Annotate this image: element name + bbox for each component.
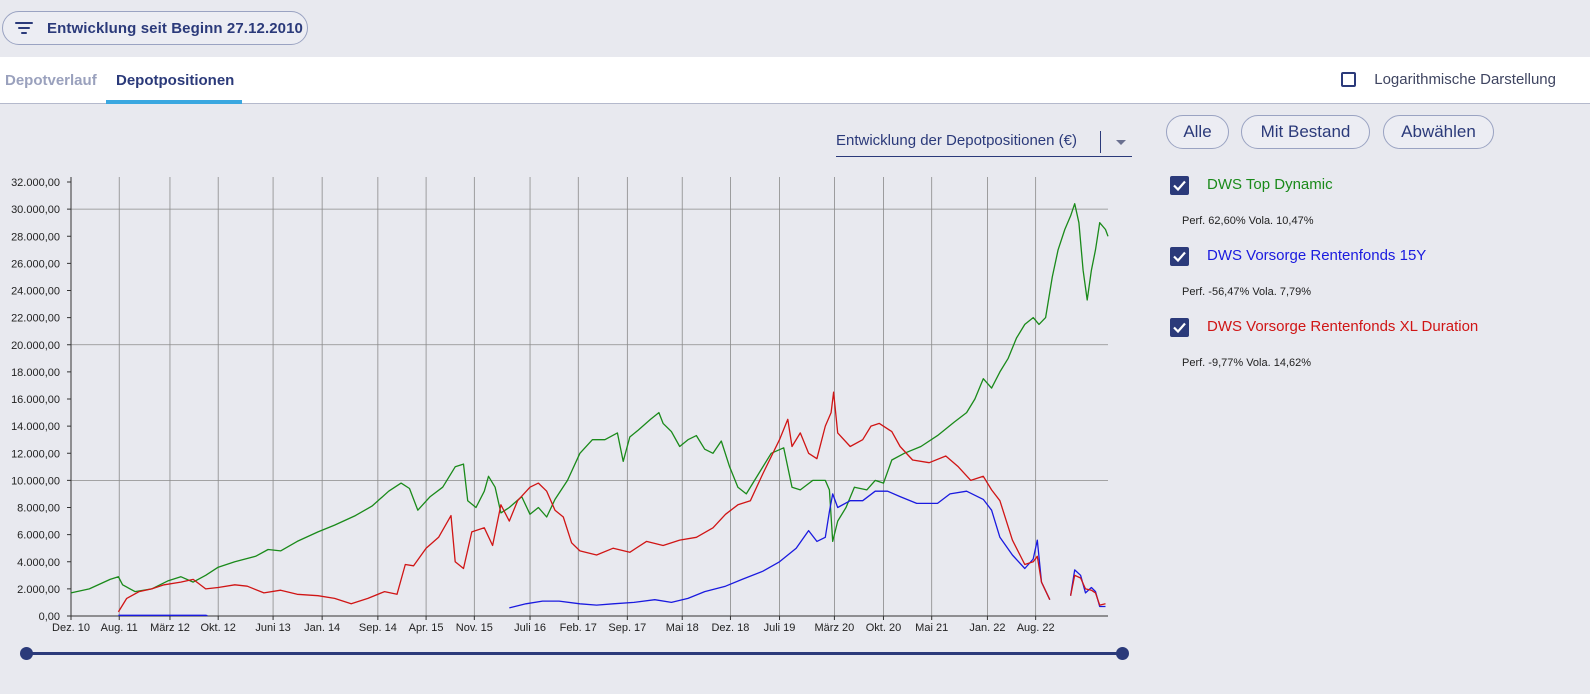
x-tick-label: Sep. 17 — [608, 622, 646, 634]
y-tick-label: 4.000,00 — [17, 557, 60, 569]
depot-positions-chart: 0,00 2.000,00 4.000,00 6.000,00 8.000,00 10.0… — [11, 177, 1109, 634]
y-tick-label: 26.000,00 — [11, 258, 60, 270]
x-tick-label: Mai 21 — [915, 622, 948, 634]
legend-checkbox-rentenfonds-15y[interactable] — [1170, 247, 1189, 266]
x-tick-label: März 20 — [815, 622, 855, 634]
x-tick-label: Sep. 14 — [359, 622, 397, 634]
y-tick-label: 8.000,00 — [17, 503, 60, 515]
x-tick-label: Apr. 15 — [409, 622, 444, 634]
y-tick-label: 12.000,00 — [11, 448, 60, 460]
y-tick-label: 2.000,00 — [17, 584, 60, 596]
legend-checkbox-rentenfonds-xl[interactable] — [1170, 318, 1189, 337]
top-bar: Entwicklung seit Beginn 27.12.2010 — [0, 0, 1590, 57]
series-line-2 — [117, 391, 1106, 613]
time-range-slider[interactable] — [20, 646, 1130, 662]
y-tick-label: 18.000,00 — [11, 367, 60, 379]
check-icon — [1173, 322, 1186, 334]
x-tick-label: Dez. 18 — [711, 622, 749, 634]
x-tick-label: Okt. 20 — [866, 622, 901, 634]
y-tick-label: 6.000,00 — [17, 530, 60, 542]
legend-stats-rentenfonds-15y: Perf. -56,47% Vola. 7,79% — [1182, 286, 1312, 298]
with-holdings-button[interactable]: Mit Bestand — [1241, 115, 1370, 149]
x-tick-label: Dez. 10 — [52, 622, 90, 634]
tab-depotverlauf[interactable]: Depotverlauf — [5, 71, 97, 89]
x-tick-label: Mai 18 — [666, 622, 699, 634]
check-icon — [1173, 180, 1186, 192]
chart-view-select-value: Entwicklung der Depotpositionen (€) — [836, 132, 1077, 149]
select-all-button[interactable]: Alle — [1166, 115, 1229, 149]
legend-checkbox-top-dynamic[interactable] — [1170, 176, 1189, 195]
chevron-down-icon — [1116, 140, 1126, 145]
active-tab-indicator — [106, 100, 242, 104]
deselect-all-button[interactable]: Abwählen — [1383, 115, 1494, 149]
legend-stats-top-dynamic: Perf. 62,60% Vola. 10,47% — [1182, 215, 1314, 227]
log-scale-label: Logarithmische Darstellung — [1374, 71, 1556, 88]
chart-view-select[interactable]: Entwicklung der Depotpositionen (€) — [836, 128, 1132, 157]
y-tick-label: 24.000,00 — [11, 286, 60, 298]
y-tick-label: 32.000,00 — [11, 177, 60, 189]
series-line-0 — [70, 203, 1109, 594]
x-tick-label: Juni 13 — [255, 622, 290, 634]
x-tick-label: Juli 16 — [514, 622, 546, 634]
y-tick-label: 30.000,00 — [11, 204, 60, 216]
y-tick-label: 14.000,00 — [11, 421, 60, 433]
period-filter-chip[interactable]: Entwicklung seit Beginn 27.12.2010 — [2, 11, 308, 45]
x-tick-label: Feb. 17 — [560, 622, 597, 634]
x-tick-label: Jan. 14 — [304, 622, 340, 634]
log-scale-toggle[interactable]: Logarithmische Darstellung — [1341, 71, 1556, 88]
x-tick-label: Okt. 12 — [200, 622, 235, 634]
legend-item-rentenfonds-15y: DWS Vorsorge Rentenfonds 15Y Perf. -56,4… — [1170, 244, 1570, 314]
period-filter-label: Entwicklung seit Beginn 27.12.2010 — [47, 19, 303, 37]
range-slider-start-handle[interactable] — [20, 647, 33, 660]
range-slider-end-handle[interactable] — [1116, 647, 1129, 660]
series-line-1 — [118, 490, 1106, 617]
x-tick-label: Juli 19 — [764, 622, 796, 634]
y-tick-label: 0,00 — [39, 611, 60, 623]
y-tick-label: 28.000,00 — [11, 231, 60, 243]
log-scale-checkbox[interactable] — [1341, 72, 1357, 87]
legend-stats-rentenfonds-xl: Perf. -9,77% Vola. 14,62% — [1182, 357, 1312, 369]
legend-name-top-dynamic[interactable]: DWS Top Dynamic — [1207, 176, 1333, 193]
x-tick-label: Aug. 11 — [101, 622, 138, 634]
x-tick-label: Aug. 22 — [1017, 622, 1055, 634]
legend-item-rentenfonds-xl: DWS Vorsorge Rentenfonds XL Duration Per… — [1170, 315, 1570, 385]
y-tick-label: 22.000,00 — [11, 313, 60, 325]
legend-name-rentenfonds-xl[interactable]: DWS Vorsorge Rentenfonds XL Duration — [1207, 318, 1479, 335]
x-tick-label: März 12 — [150, 622, 190, 634]
check-icon — [1173, 251, 1186, 263]
filter-icon — [15, 21, 33, 35]
range-slider-track — [26, 652, 1122, 655]
select-divider — [1100, 131, 1101, 153]
y-tick-label: 20.000,00 — [11, 340, 60, 352]
tab-bar: Depotverlauf Depotpositionen — [0, 57, 1590, 104]
legend-item-top-dynamic: DWS Top Dynamic Perf. 62,60% Vola. 10,47… — [1170, 173, 1570, 243]
legend-name-rentenfonds-15y[interactable]: DWS Vorsorge Rentenfonds 15Y — [1207, 247, 1427, 264]
tab-depotpositionen[interactable]: Depotpositionen — [116, 71, 235, 89]
y-tick-label: 10.000,00 — [11, 475, 60, 487]
x-tick-label: Nov. 15 — [456, 622, 493, 634]
y-tick-label: 16.000,00 — [11, 394, 60, 406]
x-tick-label: Jan. 22 — [969, 622, 1005, 634]
